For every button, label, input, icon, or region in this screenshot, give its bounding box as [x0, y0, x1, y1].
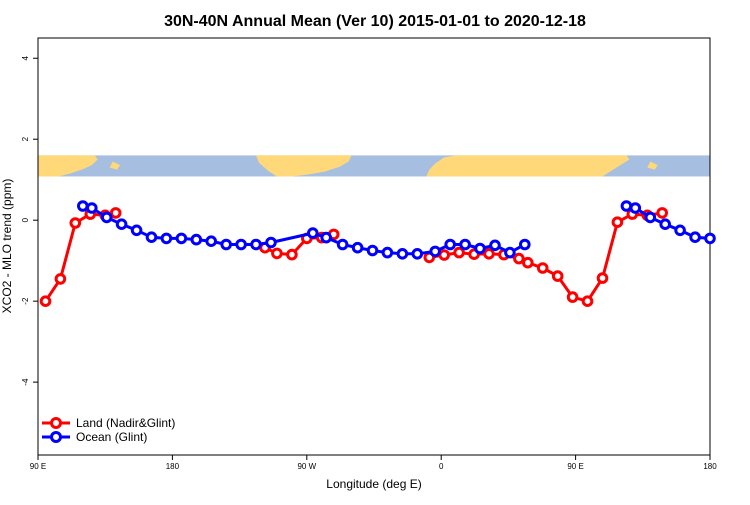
data-point [145, 231, 158, 243]
y-tick-label: 4 [21, 55, 30, 60]
data-point [489, 239, 501, 252]
data-point [39, 295, 52, 308]
data-point [130, 224, 143, 237]
data-point [674, 224, 686, 237]
y-tick-label: -2 [21, 297, 30, 305]
data-point [265, 236, 277, 249]
series-layer [39, 200, 716, 308]
legend-marker-ocean [50, 431, 62, 443]
data-point [620, 200, 633, 212]
map-land-north-america [256, 155, 352, 177]
data-point [100, 211, 113, 224]
data-point [483, 248, 495, 260]
legend: Land (Nadir&Glint) Ocean (Glint) [42, 416, 175, 444]
data-point [271, 247, 283, 260]
x-tick-label: 180 [166, 462, 180, 471]
y-axis-label: XCO2 - MLO trend (ppm) [0, 179, 14, 314]
series-line [429, 211, 663, 303]
data-point [444, 238, 457, 251]
data-point [453, 246, 465, 259]
data-point [504, 246, 516, 259]
data-point [396, 248, 409, 260]
data-point [175, 232, 188, 245]
data-point [381, 246, 394, 259]
y-tick-label: 2 [21, 136, 30, 141]
x-tick-label: 90 E [567, 462, 583, 471]
data-point [474, 242, 486, 255]
data-point [115, 218, 128, 230]
data-point [77, 200, 89, 212]
x-tick-label: 90 W [297, 462, 316, 471]
data-point [205, 235, 217, 247]
data-point [286, 248, 298, 261]
chart-title: 30N-40N Annual Mean (Ver 10) 2015-01-01 … [164, 13, 586, 30]
data-point [689, 231, 701, 243]
data-point [160, 232, 173, 245]
legend-label-land: Land (Nadir&Glint) [76, 416, 175, 430]
data-point [611, 216, 624, 228]
data-point [429, 245, 442, 258]
data-point [366, 244, 379, 257]
y-tick-label: -4 [21, 378, 30, 386]
data-point [522, 256, 534, 269]
series-ocean [77, 200, 716, 260]
data-point [629, 202, 642, 214]
series-line [44, 211, 117, 303]
data-point [656, 207, 669, 219]
data-point [519, 238, 531, 251]
data-point [411, 248, 424, 260]
data-point [54, 273, 67, 285]
data-point [109, 207, 122, 219]
data-point [644, 211, 657, 224]
world-map-band [38, 155, 710, 177]
y-tick-label: 0 [21, 217, 30, 222]
data-point [536, 262, 549, 274]
x-tick-label: 180 [703, 462, 717, 471]
data-point [250, 238, 262, 251]
map-land-eurasia [426, 155, 630, 177]
legend-marker-land [50, 417, 62, 429]
data-point [551, 270, 564, 282]
x-tick-label: 0 [439, 462, 444, 471]
data-point [438, 249, 451, 261]
data-point [596, 272, 609, 284]
data-point [235, 238, 247, 251]
map-land-japan-2 [647, 161, 658, 170]
data-point [581, 295, 594, 308]
data-point [86, 202, 98, 214]
data-point [336, 238, 349, 251]
x-axis: 90 E 180 90 W 0 90 E 180 [30, 455, 717, 471]
data-point [220, 238, 232, 251]
data-point [69, 217, 82, 229]
x-tick-label: 90 E [30, 462, 46, 471]
series-line [82, 204, 526, 256]
map-land-asia [38, 155, 98, 177]
data-point [459, 238, 471, 251]
series-land [39, 207, 669, 308]
data-point [566, 291, 579, 303]
data-point [320, 231, 333, 244]
legend-label-ocean: Ocean (Glint) [76, 430, 147, 444]
data-point [659, 218, 672, 230]
x-axis-label: Longitude (deg E) [326, 477, 421, 491]
y-axis: -4 -2 0 2 4 [21, 55, 38, 386]
data-point [513, 252, 525, 265]
plot-frame [37, 37, 711, 456]
map-land-japan [109, 161, 121, 170]
data-point [190, 233, 203, 246]
data-point [704, 232, 716, 245]
data-point [307, 227, 319, 239]
data-point [351, 241, 364, 254]
